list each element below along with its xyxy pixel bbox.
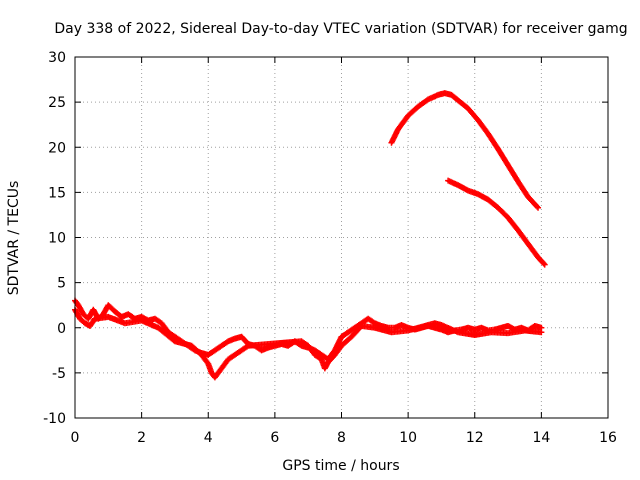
x-tick-labels: 0 2 4 6 8 10 12 14 16 xyxy=(71,430,617,446)
y-tick-label: -10 xyxy=(43,411,66,427)
x-tick-label: 12 xyxy=(466,430,484,446)
plot-frame xyxy=(74,56,609,419)
x-tick-label: 4 xyxy=(204,430,213,446)
data-point xyxy=(541,261,548,268)
data-point xyxy=(534,203,541,210)
x-tick-label: 8 xyxy=(337,430,346,446)
y-tick-label: 5 xyxy=(57,276,66,292)
data-point xyxy=(540,260,547,267)
y-tick-label: 25 xyxy=(48,95,66,111)
y-tick-label: -5 xyxy=(52,366,66,382)
x-tick-label: 2 xyxy=(137,430,146,446)
x-tick-label: 14 xyxy=(532,430,550,446)
series-middle-arc xyxy=(445,177,548,268)
y-tick-label: 15 xyxy=(48,185,66,201)
x-tick-label: 0 xyxy=(71,430,80,446)
x-tick-label: 10 xyxy=(399,430,417,446)
data-point xyxy=(538,329,545,336)
y-axis-label: SDTVAR / TECUs xyxy=(6,181,22,296)
x-axis-label: GPS time / hours xyxy=(282,458,399,474)
x-tick-label: 6 xyxy=(270,430,279,446)
x-tick-label: 16 xyxy=(599,430,617,446)
series-upper-arc xyxy=(388,90,542,211)
y-tick-label: 30 xyxy=(48,50,66,66)
chart-title: Day 338 of 2022, Sidereal Day-to-day VTE… xyxy=(54,21,627,37)
y-tick-label: 10 xyxy=(48,231,66,247)
data-point xyxy=(535,204,542,211)
y-tick-labels: -10 -5 0 5 10 15 20 25 30 xyxy=(43,50,66,427)
y-tick-label: 20 xyxy=(48,140,66,156)
series-low-band-secondary xyxy=(72,306,545,381)
y-tick-label: 0 xyxy=(57,321,66,337)
data-points xyxy=(72,90,548,381)
